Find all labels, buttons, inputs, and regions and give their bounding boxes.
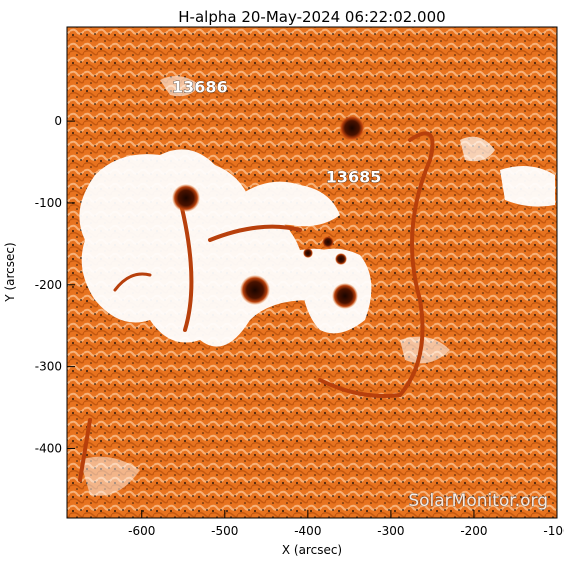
sunspot — [339, 115, 365, 141]
y-tick-label: 0 — [54, 114, 62, 128]
plage-regions — [79, 76, 555, 496]
sunspot — [335, 253, 347, 265]
sunspot — [303, 248, 313, 258]
sunspot — [240, 275, 270, 305]
x-tick-label: -600 — [128, 524, 155, 538]
region-label: 13685 — [326, 167, 382, 186]
x-tick-label: -200 — [460, 524, 487, 538]
sunspot — [332, 283, 358, 309]
sunspot — [172, 184, 200, 212]
watermark: SolarMonitor.org — [408, 491, 548, 511]
x-tick-label: -500 — [211, 524, 238, 538]
y-axis: 0 -100 -200 -300 -400 — [35, 114, 75, 455]
sunspot — [322, 236, 334, 248]
filaments — [78, 131, 435, 482]
solar-image — [67, 27, 557, 518]
y-axis-label: Y (arcsec) — [3, 242, 17, 302]
x-tick-label: -100 — [543, 524, 564, 538]
sunspots — [172, 115, 365, 309]
x-tick-label: -300 — [377, 524, 404, 538]
y-tick-label: -100 — [35, 196, 62, 210]
x-axis-label: X (arcsec) — [282, 543, 342, 557]
y-tick-label: -200 — [35, 278, 62, 292]
plot-frame — [66, 26, 558, 519]
y-tick-label: -300 — [35, 360, 62, 374]
region-labels: 13686 13685 — [172, 77, 382, 187]
x-axis: -600 -500 -400 -300 -200 -100 — [128, 510, 564, 538]
y-tick-label: -400 — [35, 441, 62, 455]
chart-title: H-alpha 20-May-2024 06:22:02.000 — [178, 8, 445, 26]
x-tick-label: -400 — [294, 524, 321, 538]
region-label: 13686 — [172, 77, 228, 96]
